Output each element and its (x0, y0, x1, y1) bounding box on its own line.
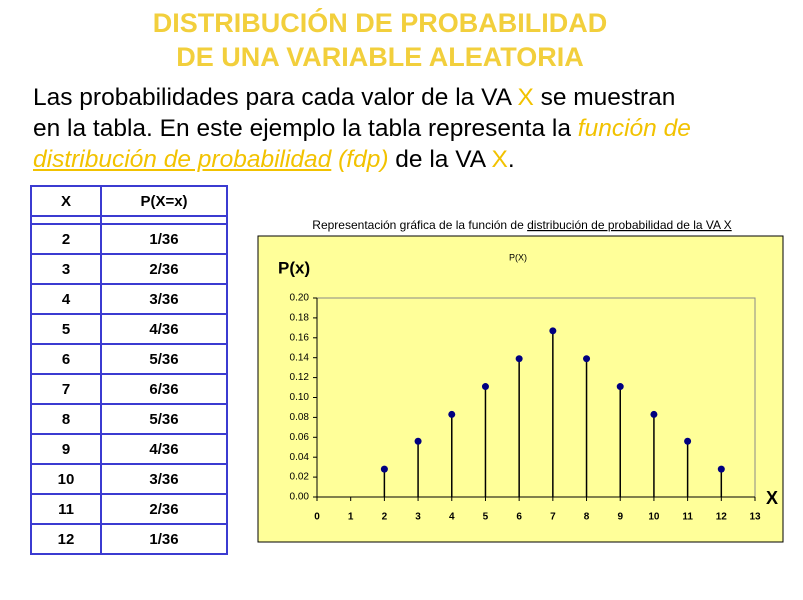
text: se muestran (533, 84, 676, 111)
y-tick-label: 0.20 (290, 293, 310, 304)
table-row: 8 5/36 (30, 403, 228, 435)
text: función de (577, 115, 691, 142)
table-row: 2 1/36 (30, 223, 228, 255)
marker (380, 465, 388, 473)
x-tick-label: 12 (716, 512, 728, 523)
table-cell: 3/36 (100, 283, 228, 315)
chart-area (257, 235, 784, 543)
table-cell: 1/36 (100, 523, 228, 555)
table-row: 9 4/36 (30, 433, 228, 465)
x-tick-label: 2 (382, 512, 388, 523)
y-tick-label: 0.00 (290, 492, 310, 503)
table-row: 12 1/36 (30, 523, 228, 555)
table-cell: 9 (30, 433, 102, 465)
table-row: 10 3/36 (30, 463, 228, 495)
marker (515, 355, 523, 363)
text: . (507, 146, 515, 173)
marker (684, 437, 692, 445)
text: X (517, 84, 534, 111)
marker (717, 465, 725, 473)
x-axis-label: X (766, 488, 778, 508)
paragraph-line: Las probabilidades para cada valor de la… (33, 84, 675, 112)
table-row: 5 4/36 (30, 313, 228, 345)
table-cell: 6 (30, 343, 102, 375)
paragraph-line: en la tabla. En este ejemplo la tabla re… (33, 115, 691, 143)
y-tick-label: 0.16 (290, 332, 310, 343)
chart-title: P(X) (509, 252, 527, 262)
marker (616, 383, 624, 391)
header-cell: P(X=x) (100, 185, 228, 217)
x-tick-label: 7 (550, 512, 556, 523)
y-tick-label: 0.06 (290, 432, 310, 443)
paragraph-line: distribución de probabilidad (fdp) de la… (33, 146, 515, 174)
table-cell: 3/36 (100, 463, 228, 495)
text: en la tabla. En este ejemplo la tabla re… (33, 115, 578, 142)
x-tick-label: 1 (348, 512, 354, 523)
table-cell: 5/36 (100, 403, 228, 435)
marker (414, 437, 422, 445)
marker (481, 383, 489, 391)
table-row: 4 3/36 (30, 283, 228, 315)
marker (448, 410, 456, 418)
header-cell: X (30, 185, 102, 217)
title-line: DE UNA VARIABLE ALEATORIA (176, 42, 584, 72)
text: Las probabilidades para cada valor de la… (33, 84, 518, 111)
table-cell: 4/36 (100, 313, 228, 345)
marker (549, 327, 557, 335)
table-cell: 2/36 (100, 253, 228, 285)
text: (fdp) (331, 146, 389, 173)
x-tick-label: 8 (584, 512, 590, 523)
y-tick-label: 0.10 (290, 392, 310, 403)
marker (650, 410, 658, 418)
text: X (491, 146, 508, 173)
y-tick-label: 0.14 (290, 352, 310, 363)
table-cell: 7 (30, 373, 102, 405)
table-cell: 12 (30, 523, 102, 555)
table-cell: 2/36 (100, 493, 228, 525)
y-axis-label: P(x) (278, 258, 310, 277)
table-cell: 5/36 (100, 343, 228, 375)
text: de la VA (388, 146, 492, 173)
table-cell: 10 (30, 463, 102, 495)
x-tick-label: 13 (749, 512, 761, 523)
x-tick-label: 11 (682, 512, 693, 523)
y-tick-label: 0.18 (290, 313, 310, 324)
title-line: DISTRIBUCIÓN DE PROBABILIDAD (152, 8, 608, 38)
x-tick-label: 4 (449, 512, 455, 523)
table-row: 3 2/36 (30, 253, 228, 285)
x-tick-label: 10 (648, 512, 660, 523)
x-tick-label: 3 (415, 512, 421, 523)
x-tick-label: 0 (314, 512, 320, 523)
table-cell: 6/36 (100, 373, 228, 405)
table-row: 6 5/36 (30, 343, 228, 375)
table-cell: 1/36 (100, 223, 228, 255)
x-tick-label: 5 (483, 512, 489, 523)
text: distribución de probabilidad (33, 146, 332, 173)
table-cell: 4/36 (100, 433, 228, 465)
table-cell: 4 (30, 283, 102, 315)
x-tick-label: 6 (516, 512, 522, 523)
table-cell: 2 (30, 223, 102, 255)
table: X P(X=x) 2 1/36 3 2/36 4 3/36 5 4/36 6 5/36 7 6/36 8 5… (30, 185, 228, 555)
table-row: 11 2/36 (30, 493, 228, 525)
chart-caption: Representación gráfica de la función de … (312, 218, 731, 232)
table-row: 7 6/36 (30, 373, 228, 405)
table-cell: 5 (30, 313, 102, 345)
marker (583, 355, 591, 363)
table-cell: 11 (30, 493, 102, 525)
caption-text: Representación gráfica de la función de (312, 218, 527, 232)
x-tick-label: 9 (617, 512, 623, 523)
y-tick-label: 0.12 (290, 372, 310, 383)
caption-text: distribución de probabilidad de la VA X (527, 218, 732, 232)
y-tick-label: 0.04 (290, 452, 310, 463)
table-cell: 3 (30, 253, 102, 285)
table-cell: 8 (30, 403, 102, 435)
y-tick-label: 0.02 (290, 472, 310, 483)
y-tick-label: 0.08 (290, 412, 310, 423)
